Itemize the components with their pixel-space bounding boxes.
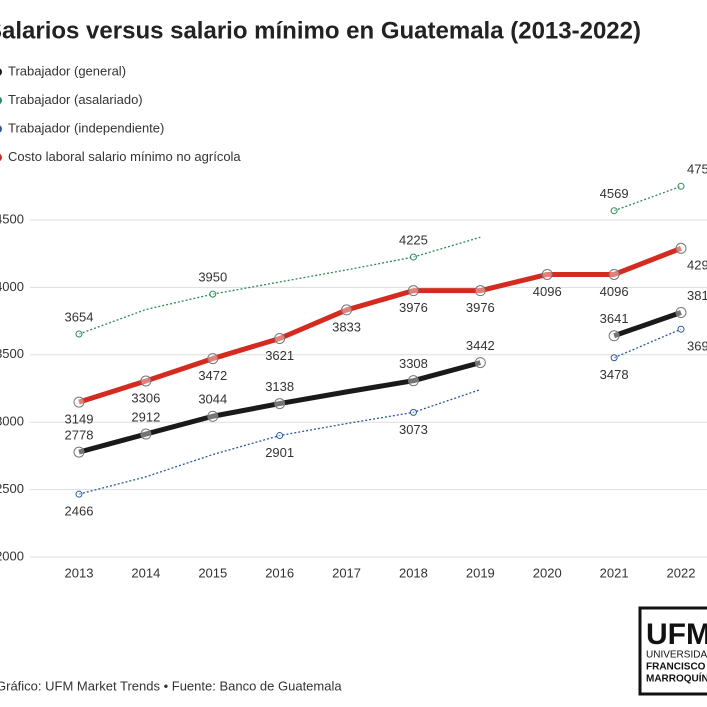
- legend-marker: [0, 97, 2, 104]
- data-label: 3976: [466, 300, 495, 315]
- logo-line: UNIVERSIDAD: [646, 650, 707, 661]
- point-marker: [675, 242, 687, 254]
- point-marker: [209, 290, 217, 298]
- series-line: [78, 236, 481, 335]
- point-marker: [75, 490, 83, 498]
- point-marker: [75, 330, 83, 338]
- logo-line: FRANCISCO: [646, 662, 706, 673]
- series-line: [78, 360, 481, 455]
- point-marker: [73, 446, 85, 458]
- x-tick-label: 2020: [533, 565, 562, 580]
- point-marker: [207, 410, 219, 422]
- y-tick-label: 3500: [0, 346, 24, 361]
- data-label: 4569: [600, 186, 629, 201]
- data-label: 3044: [198, 392, 227, 407]
- point-marker: [409, 408, 417, 416]
- data-label: 3641: [600, 311, 629, 326]
- point-marker: [341, 304, 353, 316]
- data-label: 3833: [332, 319, 361, 334]
- legend-marker: [0, 154, 2, 161]
- legend-label: Trabajador (general): [8, 63, 126, 78]
- chart-title: Salarios versus salario mínimo en Guatem…: [0, 17, 641, 44]
- data-label: 3138: [265, 379, 294, 394]
- point-marker: [677, 182, 685, 190]
- point-marker: [407, 375, 419, 387]
- point-marker: [675, 306, 687, 318]
- data-label: 2901: [265, 445, 294, 460]
- x-tick-label: 2014: [131, 565, 160, 580]
- data-label: 4225: [399, 233, 428, 248]
- data-label: 3308: [399, 356, 428, 371]
- data-label: 3149: [65, 412, 94, 427]
- point-marker: [409, 253, 417, 261]
- data-label: 4750: [687, 162, 707, 177]
- point-marker: [474, 357, 486, 369]
- x-tick-label: 2016: [265, 565, 294, 580]
- series-line: [613, 328, 682, 359]
- legend-marker: [0, 68, 2, 76]
- y-tick-label: 4500: [0, 211, 24, 226]
- data-label: 3950: [198, 270, 227, 285]
- series-line: [613, 310, 682, 339]
- data-label: 4096: [600, 284, 629, 299]
- logo-name: UFM: [646, 618, 707, 651]
- x-tick-label: 2021: [600, 565, 629, 580]
- data-label: 2912: [131, 409, 160, 424]
- point-marker: [407, 285, 419, 297]
- legend-label: Costo laboral salario mínimo no agrícola: [8, 149, 241, 164]
- data-label: 3478: [600, 367, 629, 382]
- data-label: 3442: [466, 338, 495, 353]
- legend-label: Trabajador (independiente): [8, 120, 164, 135]
- legend-marker: [0, 125, 2, 133]
- data-label: 3654: [65, 309, 94, 324]
- point-marker: [140, 428, 152, 440]
- point-marker: [140, 375, 152, 387]
- x-tick-label: 2015: [198, 565, 227, 580]
- data-label: 4096: [533, 284, 562, 299]
- point-marker: [207, 353, 219, 365]
- point-marker: [274, 332, 286, 344]
- x-tick-label: 2022: [667, 565, 696, 580]
- x-tick-label: 2017: [332, 565, 361, 580]
- data-label: 3814: [687, 288, 707, 303]
- y-tick-label: 3000: [0, 414, 24, 429]
- point-marker: [610, 354, 618, 362]
- series-line: [78, 388, 481, 495]
- series-line: [78, 245, 682, 405]
- data-label: 3472: [198, 368, 227, 383]
- point-marker: [677, 325, 685, 333]
- data-label: 2778: [65, 428, 94, 443]
- y-tick-label: 2500: [0, 481, 24, 496]
- point-marker: [610, 207, 618, 215]
- data-label: 3621: [265, 348, 294, 363]
- point-marker: [274, 398, 286, 410]
- point-marker: [474, 285, 486, 297]
- data-label: 3690: [687, 339, 707, 354]
- point-marker: [73, 396, 85, 408]
- logo-line: MARROQUÍN: [646, 672, 707, 685]
- point-marker: [541, 268, 553, 280]
- x-tick-label: 2013: [65, 565, 94, 580]
- x-tick-label: 2018: [399, 565, 428, 580]
- data-label: 4290: [687, 258, 707, 273]
- y-tick-label: 2000: [0, 548, 24, 563]
- point-marker: [276, 432, 284, 440]
- point-marker: [608, 268, 620, 280]
- data-label: 3306: [131, 390, 160, 405]
- data-label: 2466: [65, 504, 94, 519]
- data-label: 3073: [399, 422, 428, 437]
- y-tick-label: 4000: [0, 279, 24, 294]
- legend-label: Trabajador (asalariado): [8, 92, 143, 107]
- x-tick-label: 2019: [466, 565, 495, 580]
- source: Gráfico: UFM Market Trends • Fuente: Ban…: [0, 678, 342, 693]
- logo-box: [638, 606, 707, 696]
- point-marker: [608, 330, 620, 342]
- data-label: 3976: [399, 300, 428, 315]
